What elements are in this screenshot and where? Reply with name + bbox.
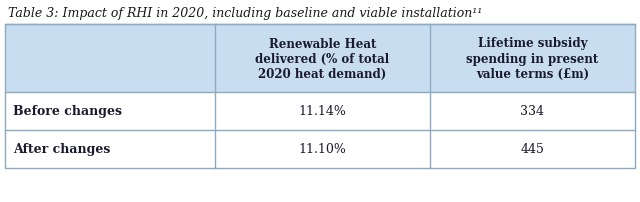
Text: Before changes: Before changes xyxy=(13,105,122,118)
Text: 445: 445 xyxy=(520,143,545,156)
Text: Table 3: Impact of RHI in 2020, including baseline and viable installation¹¹: Table 3: Impact of RHI in 2020, includin… xyxy=(8,7,483,20)
Text: 11.14%: 11.14% xyxy=(299,105,346,118)
Text: 11.10%: 11.10% xyxy=(299,143,346,156)
Bar xyxy=(5,25,635,168)
Text: After changes: After changes xyxy=(13,143,110,156)
Bar xyxy=(5,130,635,168)
Text: 334: 334 xyxy=(520,105,545,118)
Bar xyxy=(5,93,635,130)
Bar xyxy=(5,25,635,93)
Text: Renewable Heat
delivered (% of total
2020 heat demand): Renewable Heat delivered (% of total 202… xyxy=(255,37,390,80)
Text: Lifetime subsidy
spending in present
value terms (£m): Lifetime subsidy spending in present val… xyxy=(467,37,598,80)
